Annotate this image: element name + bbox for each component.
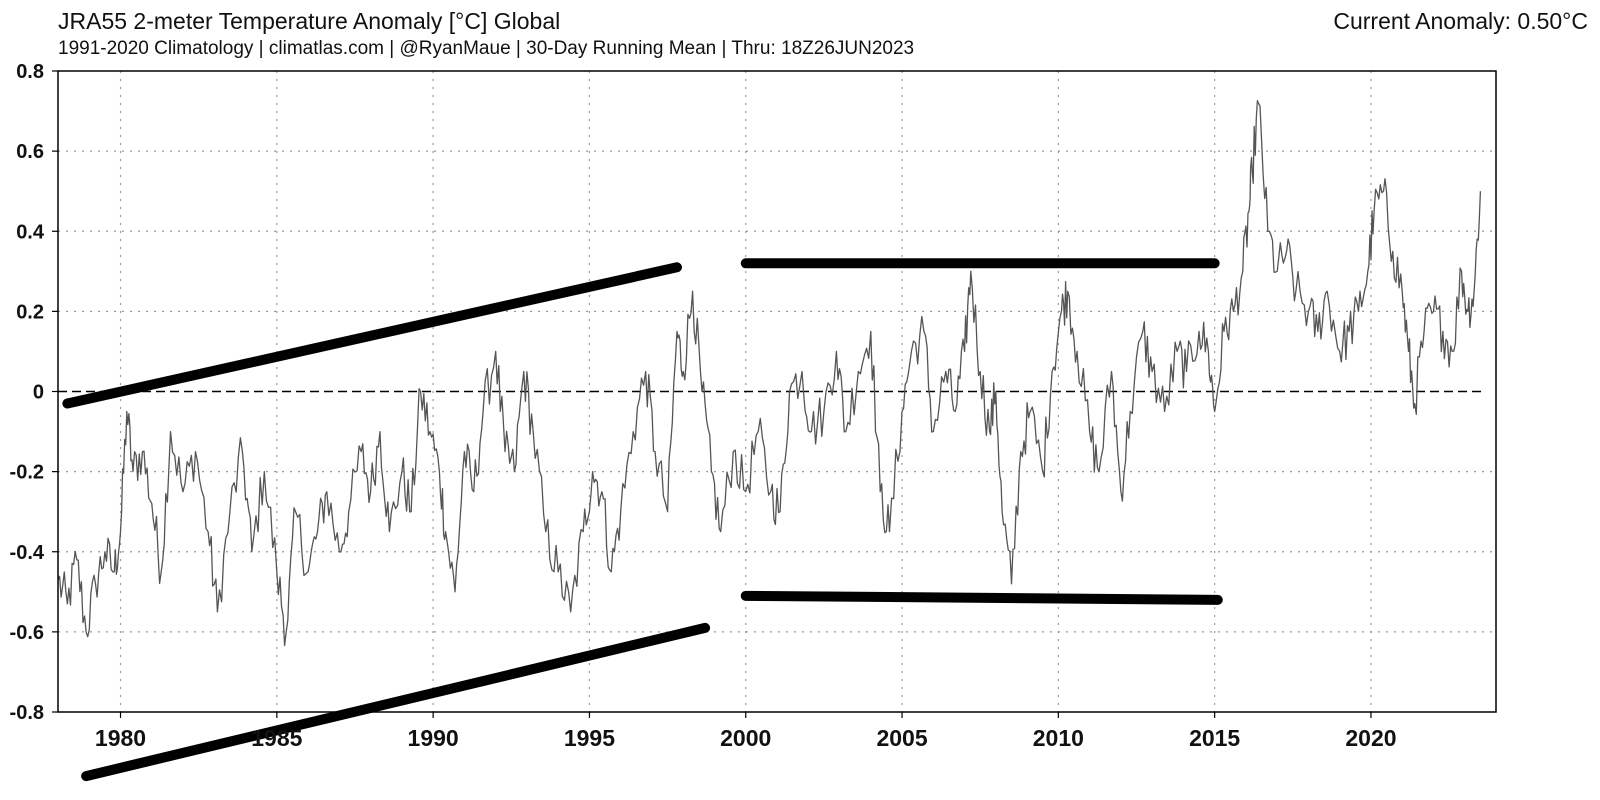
chart-subtitle: 1991-2020 Climatology | climatlas.com | …: [58, 38, 915, 59]
x-tick-label: 2020: [1345, 725, 1396, 751]
x-tick-label: 2015: [1189, 725, 1240, 751]
x-tick-label: 1990: [408, 725, 459, 751]
axis-ticks: 1980 1985 1990 1995 2000 2005 2010 2015 2020 -0.8…: [10, 61, 1397, 751]
current-anomaly-label: Current Anomaly: 0.50°C: [1333, 8, 1588, 34]
y-tick-label: -0.8: [10, 702, 44, 724]
upper-rising-trend-line: [62, 262, 682, 409]
y-tick-label: 0.2: [16, 301, 44, 323]
y-tick-label: 0: [33, 382, 44, 404]
y-tick-label: -0.2: [10, 462, 44, 484]
y-tick-label: -0.4: [10, 542, 45, 564]
anomaly-series-line: [58, 100, 1482, 647]
x-tick-label: 2005: [876, 725, 927, 751]
x-tick-label: 1985: [251, 725, 302, 751]
x-tick-label: 2000: [720, 725, 771, 751]
chart-title: JRA55 2-meter Temperature Anomaly [°C] G…: [58, 8, 561, 34]
lower-rising-trend-line: [81, 622, 711, 782]
x-tick-label: 1980: [95, 725, 146, 751]
x-tick-label: 1995: [564, 725, 615, 751]
lower-flat-line-line: [740, 590, 1223, 605]
series-layer: [58, 100, 1482, 647]
y-tick-label: 0.8: [16, 61, 44, 83]
x-tick-label: 2010: [1033, 725, 1084, 751]
y-tick-label: 0.4: [16, 221, 45, 243]
y-tick-label: 0.6: [16, 141, 44, 163]
trend-annotations: [62, 258, 1223, 782]
y-tick-label: -0.6: [10, 622, 44, 644]
